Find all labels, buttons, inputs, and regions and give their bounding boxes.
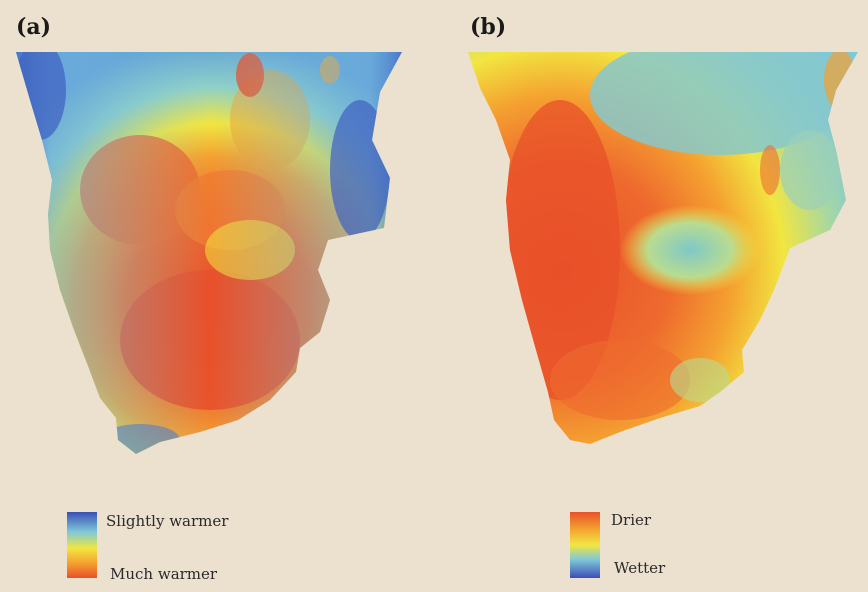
legend-a-bottom-label: Much warmer — [110, 565, 218, 583]
legend-b-bottom-label: Wetter — [614, 559, 666, 577]
legend-a-top-label: Slightly warmer — [106, 512, 229, 530]
panel-a-label: (a) — [16, 14, 52, 40]
legend-b-top-label: Drier — [611, 511, 652, 529]
legend-b-colorbar — [570, 512, 600, 578]
map-b — [468, 52, 858, 444]
map-a — [16, 52, 402, 454]
legend-a-colorbar — [67, 512, 97, 578]
panel-b-label: (b) — [470, 14, 507, 40]
